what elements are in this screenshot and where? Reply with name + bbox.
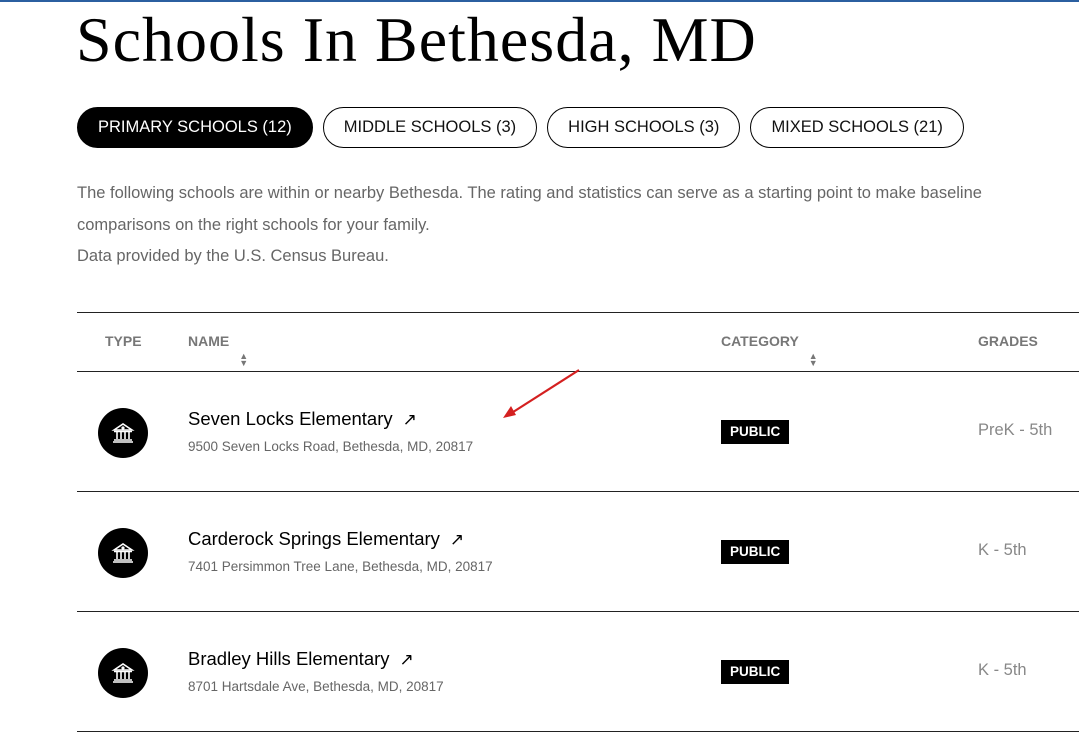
table-row: Bradley Hills Elementary ↗ 8701 Hartsdale… bbox=[77, 612, 1079, 732]
tab-primary-schools[interactable]: PRIMARY SCHOOLS (12) bbox=[77, 107, 313, 148]
grades-value: K - 5th bbox=[978, 541, 1027, 559]
school-name-link[interactable]: Carderock Springs Elementary ↗ bbox=[188, 528, 464, 550]
header-name-label: NAME bbox=[188, 333, 230, 349]
school-building-icon bbox=[98, 528, 148, 578]
description-text: The following schools are within or near… bbox=[77, 184, 982, 234]
external-link-icon[interactable]: ↗ bbox=[402, 410, 417, 429]
table-row: Carderock Springs Elementary ↗ 7401 Persi… bbox=[77, 492, 1079, 612]
school-name-link[interactable]: Seven Locks Elementary ↗ bbox=[188, 408, 417, 430]
sort-icon[interactable]: ▲ ▼ bbox=[239, 351, 249, 368]
school-address: 9500 Seven Locks Road, Bethesda, MD, 208… bbox=[188, 439, 474, 454]
header-type: TYPE bbox=[105, 333, 142, 349]
description: The following schools are within or near… bbox=[77, 178, 1067, 273]
school-building-icon bbox=[98, 408, 148, 458]
school-building-icon bbox=[98, 648, 148, 698]
header-grades: GRADES bbox=[978, 333, 1038, 349]
external-link-icon[interactable]: ↗ bbox=[449, 530, 465, 549]
school-address: 7401 Persimmon Tree Lane, Bethesda, MD, … bbox=[188, 559, 493, 574]
school-name[interactable]: Seven Locks Elementary bbox=[188, 408, 393, 429]
school-level-tabs: PRIMARY SCHOOLS (12) MIDDLE SCHOOLS (3) … bbox=[77, 107, 964, 148]
header-name[interactable]: NAME ▲ ▼ bbox=[188, 333, 248, 368]
sort-icon[interactable]: ▲ ▼ bbox=[808, 351, 818, 368]
school-address: 8701 Hartsdale Ave, Bethesda, MD, 20817 bbox=[188, 679, 444, 694]
school-name[interactable]: Carderock Springs Elementary bbox=[188, 528, 440, 549]
category-badge: PUBLIC bbox=[721, 660, 790, 684]
table-header: TYPE NAME ▲ ▼ CATEGORY ▲ ▼ GRADES bbox=[77, 313, 1079, 372]
table-row: Seven Locks Elementary ↗ 9500 Seven Locks… bbox=[77, 372, 1079, 492]
school-name[interactable]: Bradley Hills Elementary bbox=[188, 648, 390, 669]
page-title: Schools In Bethesda, MD bbox=[76, 4, 757, 75]
grades-value: K - 5th bbox=[978, 661, 1027, 679]
category-badge: PUBLIC bbox=[721, 540, 790, 564]
category-badge: PUBLIC bbox=[721, 420, 790, 444]
grades-value: PreK - 5th bbox=[978, 421, 1053, 439]
header-category-label: CATEGORY bbox=[721, 333, 799, 349]
tab-high-schools[interactable]: HIGH SCHOOLS (3) bbox=[547, 107, 741, 148]
school-name-link[interactable]: Bradley Hills Elementary ↗ bbox=[188, 648, 414, 670]
external-link-icon[interactable]: ↗ bbox=[399, 650, 414, 669]
tab-mixed-schools[interactable]: MIXED SCHOOLS (21) bbox=[750, 107, 964, 148]
header-category[interactable]: CATEGORY ▲ ▼ bbox=[721, 333, 818, 368]
data-source-text: Data provided by the U.S. Census Bureau. bbox=[77, 247, 389, 265]
tab-middle-schools[interactable]: MIDDLE SCHOOLS (3) bbox=[322, 107, 538, 148]
schools-table: TYPE NAME ▲ ▼ CATEGORY ▲ ▼ GRADES Seven Lock… bbox=[77, 312, 1079, 732]
top-accent-bar bbox=[0, 0, 1079, 2]
